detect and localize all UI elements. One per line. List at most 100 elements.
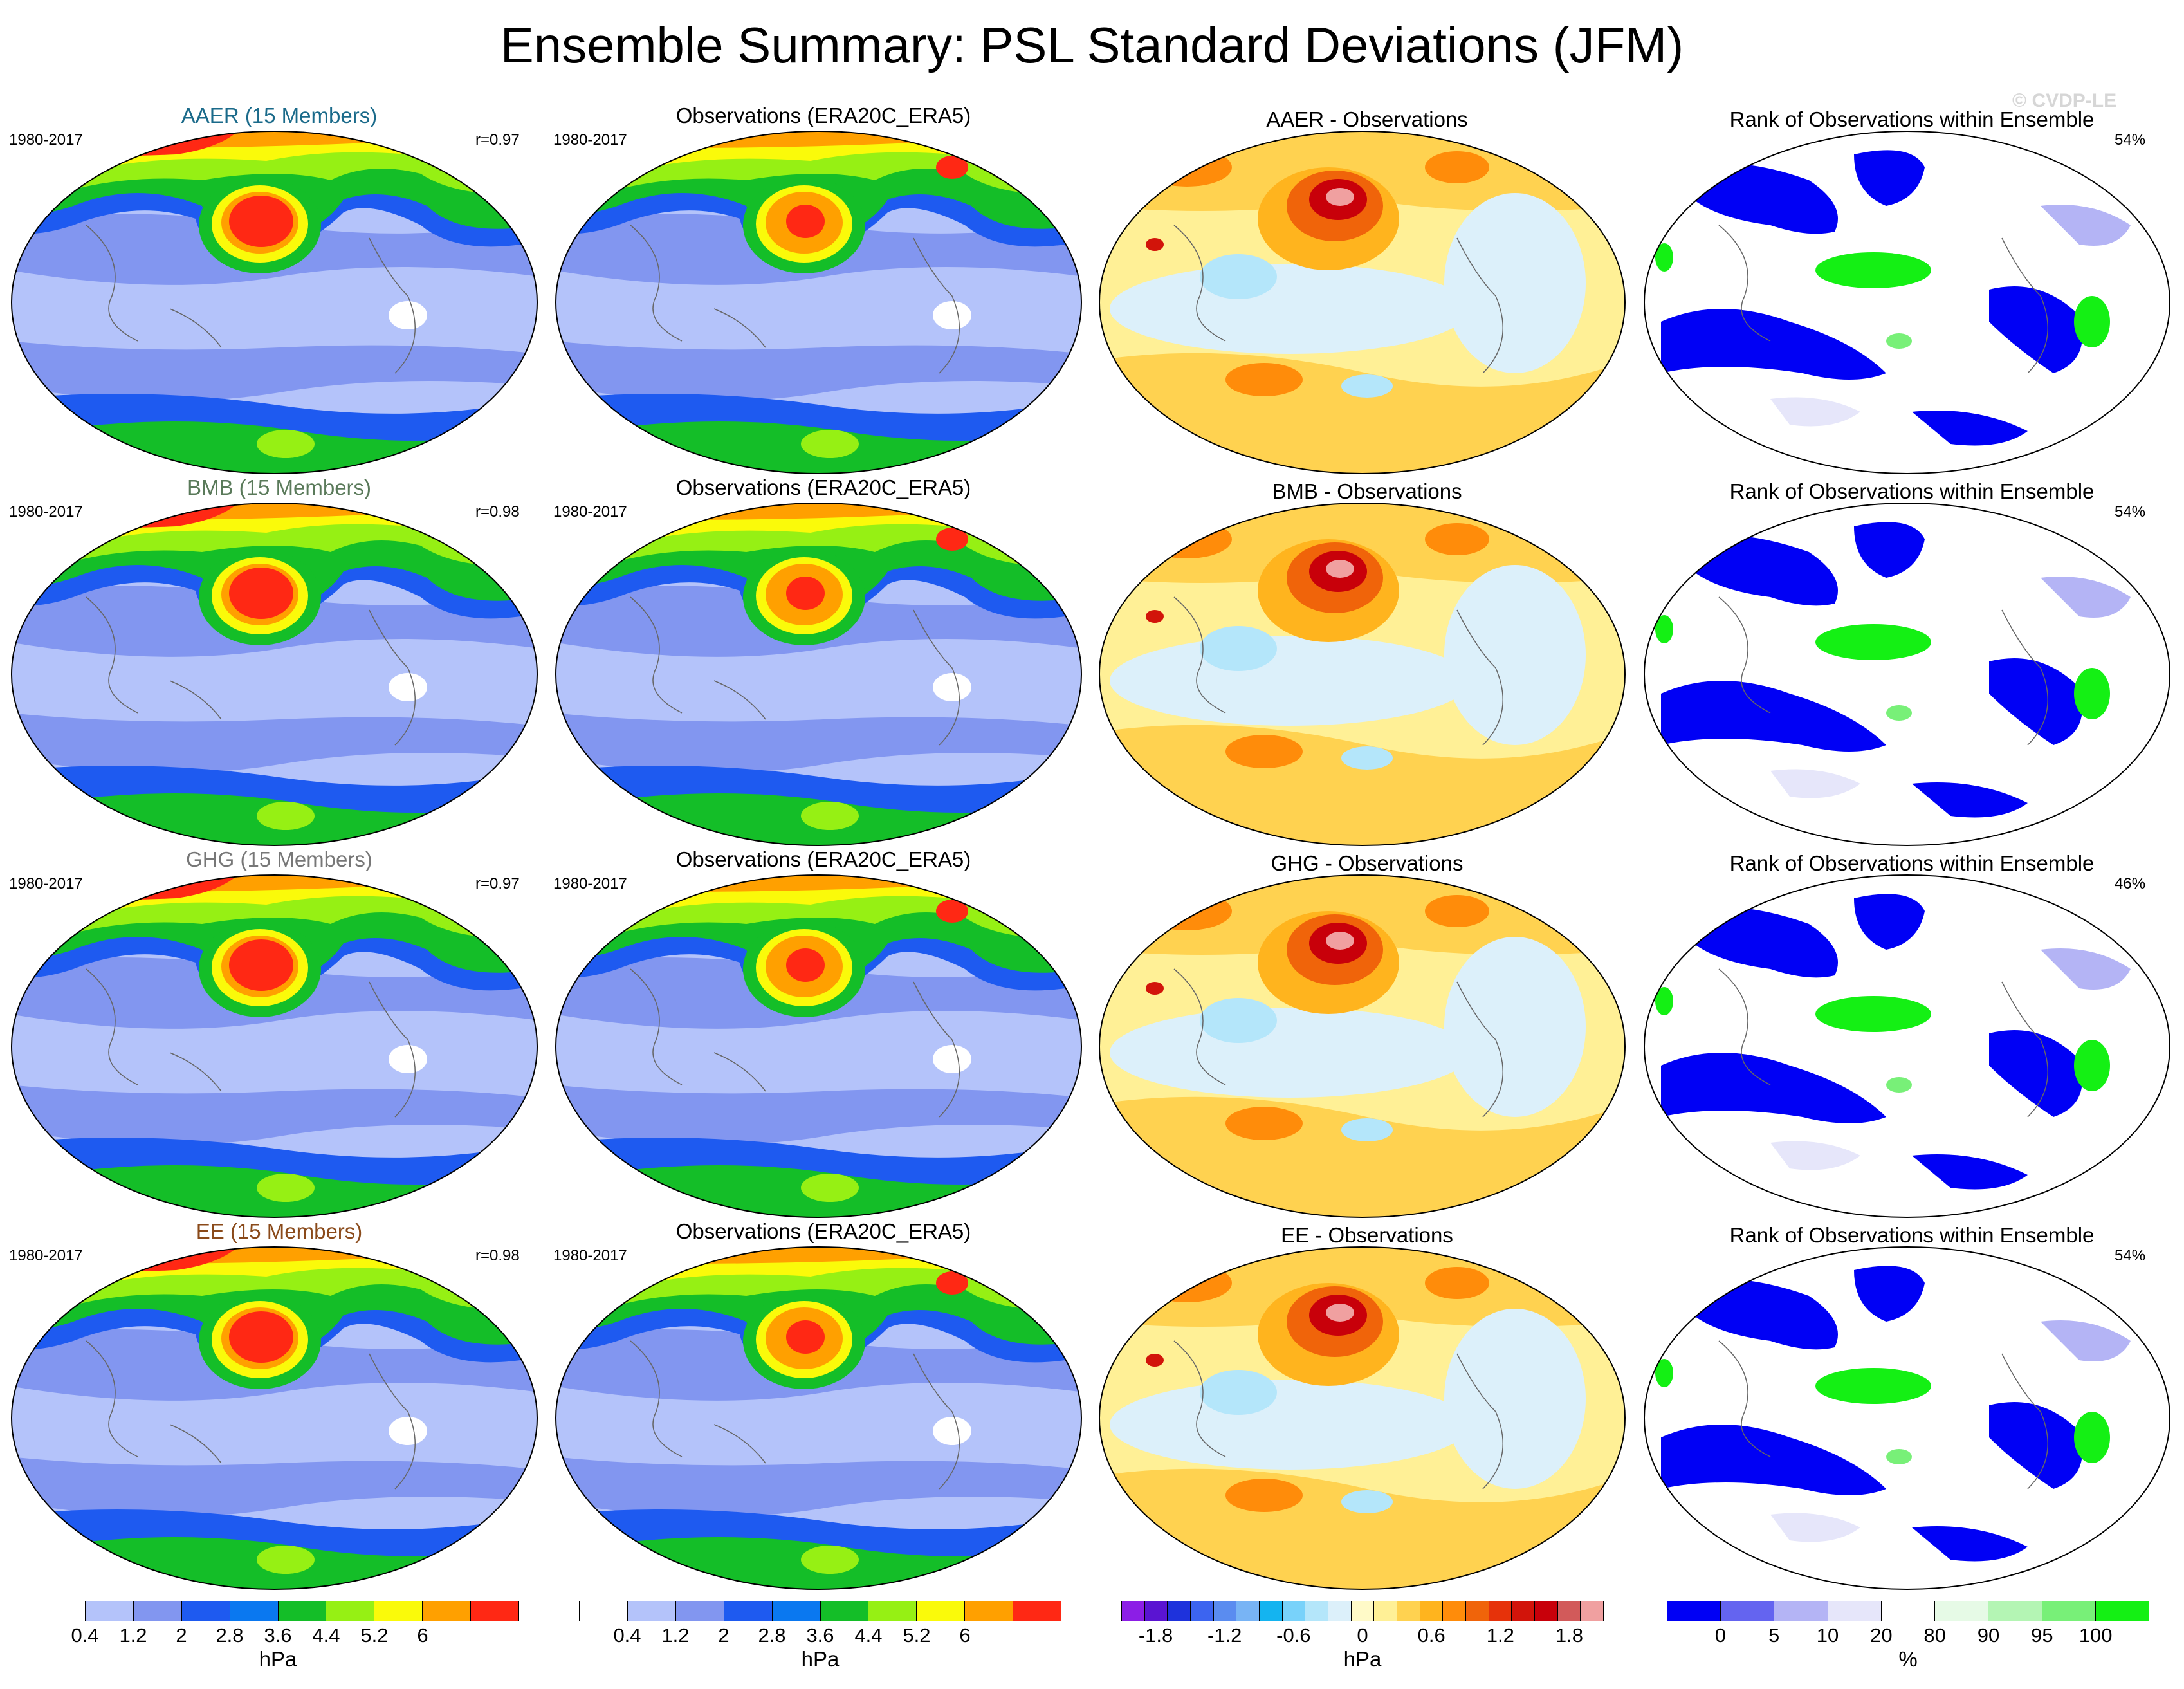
- diff-panel-row-4: EE - Observations: [1097, 1219, 1628, 1598]
- diff-colorbar: -1.8 -1.2 -0.6 0 0.6 1.2 1.8 hPa: [1121, 1601, 1604, 1672]
- colorbar-tick-label: 2: [176, 1624, 187, 1647]
- rank-map: [1644, 503, 2170, 846]
- colorbar-swatch: [37, 1601, 86, 1621]
- std-colorbar: 0.4 1.2 2 2.8 3.6 4.4 5.2 6 hPa: [37, 1601, 519, 1672]
- period-label: 1980-2017: [553, 131, 627, 149]
- ensemble-panel-row-1: AAER (15 Members) 1980-2017 r=0.97: [9, 103, 540, 483]
- colorbar-tick-label: -1.2: [1207, 1624, 1242, 1647]
- period-label: 1980-2017: [9, 1247, 83, 1264]
- colorbar-swatch: [1535, 1601, 1558, 1621]
- diff-map: [1099, 1246, 1626, 1590]
- colorbar-tick-label: 6: [417, 1624, 428, 1647]
- colorbar-swatch: [1881, 1601, 1936, 1621]
- diff-panel-row-3: GHG - Observations: [1097, 847, 1628, 1226]
- colorbar-tick-label: 1.2: [661, 1624, 690, 1647]
- colorbar-swatch: [2042, 1601, 2096, 1621]
- diff-title: EE - Observations: [1281, 1223, 1453, 1247]
- rank-map: [1644, 1246, 2170, 1590]
- period-label: 1980-2017: [9, 875, 83, 892]
- colorbar-swatch: [1144, 1601, 1168, 1621]
- diff-map: [1099, 503, 1626, 846]
- colorbar-swatch: [1512, 1601, 1536, 1621]
- colorbar-tick-label: -1.8: [1138, 1624, 1173, 1647]
- colorbar-tick-label: 3.6: [806, 1624, 834, 1647]
- colorbar-swatch: [868, 1601, 917, 1621]
- ensemble-panel-row-3: GHG (15 Members) 1980-2017 r=0.97: [9, 847, 540, 1226]
- diff-panel-row-2: BMB - Observations: [1097, 475, 1628, 854]
- colorbar-tick-label: -0.6: [1276, 1624, 1311, 1647]
- colorbar-swatch: [965, 1601, 1014, 1621]
- obs-map: [555, 131, 1082, 474]
- colorbar-swatch: [1721, 1601, 1775, 1621]
- colorbar-swatch: [230, 1601, 279, 1621]
- rank-title: Rank of Observations within Ensemble: [1729, 107, 2095, 131]
- colorbar-swatch: [1420, 1601, 1444, 1621]
- colorbar-tick-label: 0.4: [71, 1624, 99, 1647]
- colorbar-tick-label: 1.2: [119, 1624, 147, 1647]
- std-colorbar-boxes: [37, 1601, 519, 1621]
- rank-percent-label: 54%: [2115, 131, 2146, 149]
- rank-colorbar-boxes: [1667, 1601, 2149, 1621]
- colorbar-tick-label: 5: [1768, 1624, 1780, 1647]
- ensemble-label: AAER (15 Members): [181, 104, 378, 127]
- colorbar-swatch: [1213, 1601, 1237, 1621]
- diff-panel-row-1: AAER - Observations: [1097, 103, 1628, 483]
- colorbar-tick-label: 2: [718, 1624, 730, 1647]
- colorbar-swatch: [1374, 1601, 1398, 1621]
- colorbar-swatch: [2095, 1601, 2149, 1621]
- colorbar-swatch: [772, 1601, 821, 1621]
- colorbar-tick-label: 1.2: [1486, 1624, 1514, 1647]
- rank-colorbar: 0 5 10 20 80 90 95 100 %: [1667, 1601, 2149, 1672]
- ensemble-panel-row-4: EE (15 Members) 1980-2017 r=0.98: [9, 1219, 540, 1598]
- colorbar-tick-label: 10: [1816, 1624, 1839, 1647]
- obs-title: Observations (ERA20C_ERA5): [675, 475, 971, 499]
- correlation-label: r=0.97: [475, 131, 520, 149]
- colorbar-tick-label: 80: [1923, 1624, 1946, 1647]
- ensemble-label: BMB (15 Members): [187, 475, 372, 499]
- obs-colorbar-unit: hPa: [801, 1647, 840, 1671]
- colorbar-swatch: [1351, 1601, 1375, 1621]
- diff-colorbar-unit: hPa: [1343, 1647, 1382, 1671]
- obs-colorbar: 0.4 1.2 2 2.8 3.6 4.4 5.2 6 hPa: [579, 1601, 1061, 1672]
- rank-panel-row-2: Rank of Observations within Ensemble 54%: [1642, 475, 2172, 854]
- rank-percent-label: 46%: [2115, 875, 2146, 892]
- colorbar-swatch: [471, 1601, 519, 1621]
- std-colorbar-ticks: 0.4 1.2 2 2.8 3.6 4.4 5.2 6: [37, 1621, 519, 1647]
- rank-colorbar-ticks: 0 5 10 20 80 90 95 100: [1667, 1621, 2149, 1647]
- ensemble-map: [11, 1246, 538, 1590]
- colorbar-swatch: [1828, 1601, 1882, 1621]
- colorbar-swatch: [724, 1601, 773, 1621]
- colorbar-tick-label: 20: [1870, 1624, 1893, 1647]
- colorbar-swatch: [1122, 1601, 1145, 1621]
- colorbar-swatch: [1489, 1601, 1512, 1621]
- colorbar-tick-label: 0.6: [1417, 1624, 1445, 1647]
- obs-map: [555, 503, 1082, 846]
- obs-title: Observations (ERA20C_ERA5): [675, 847, 971, 871]
- diff-title: AAER - Observations: [1266, 107, 1468, 131]
- obs-panel-row-1: Observations (ERA20C_ERA5) 1980-2017: [553, 103, 1084, 483]
- colorbar-swatch: [133, 1601, 182, 1621]
- colorbar-tick-label: 5.2: [360, 1624, 389, 1647]
- colorbar-swatch: [1935, 1601, 1989, 1621]
- std-colorbar-unit: hPa: [259, 1647, 297, 1671]
- colorbar-swatch: [1191, 1601, 1214, 1621]
- colorbar-swatch: [820, 1601, 869, 1621]
- obs-panel-row-4: Observations (ERA20C_ERA5) 1980-2017: [553, 1219, 1084, 1598]
- diff-colorbar-ticks: -1.8 -1.2 -0.6 0 0.6 1.2 1.8: [1121, 1621, 1604, 1647]
- colorbar-tick-label: 0: [1714, 1624, 1726, 1647]
- colorbar-swatch: [423, 1601, 472, 1621]
- colorbar-swatch: [1667, 1601, 1721, 1621]
- colorbar-tick-label: 5.2: [903, 1624, 931, 1647]
- rank-title: Rank of Observations within Ensemble: [1729, 1223, 2095, 1247]
- obs-map: [555, 874, 1082, 1218]
- colorbar-tick-label: 95: [2031, 1624, 2053, 1647]
- correlation-label: r=0.97: [475, 875, 520, 892]
- rank-map: [1644, 874, 2170, 1218]
- diff-map: [1099, 131, 1626, 474]
- colorbar-tick-label: 2.8: [758, 1624, 786, 1647]
- colorbar-swatch: [917, 1601, 966, 1621]
- rank-map: [1644, 131, 2170, 474]
- colorbar-swatch: [1466, 1601, 1489, 1621]
- colorbar-tick-label: 0: [1357, 1624, 1368, 1647]
- ensemble-label: GHG (15 Members): [186, 847, 372, 871]
